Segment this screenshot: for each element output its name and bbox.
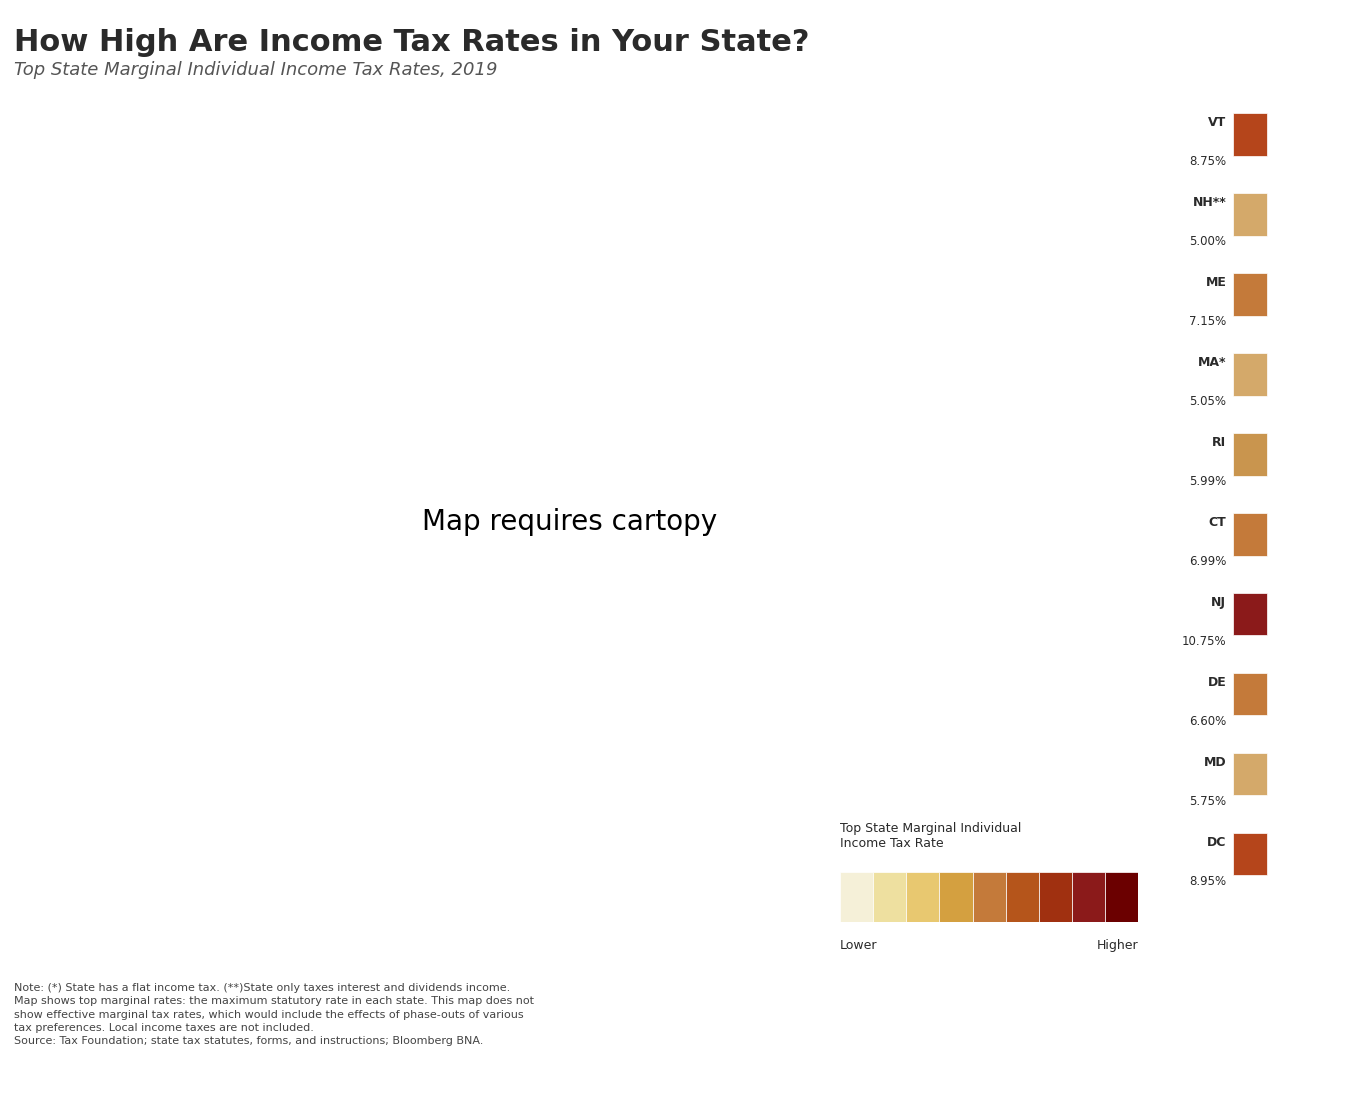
Text: Lower: Lower — [840, 939, 878, 952]
Text: Top State Marginal Individual
Income Tax Rate: Top State Marginal Individual Income Tax… — [840, 822, 1022, 850]
Bar — [1233, 673, 1267, 715]
Text: CT: CT — [1209, 516, 1226, 529]
Bar — [1233, 353, 1267, 396]
Bar — [1233, 113, 1267, 156]
Bar — [1072, 872, 1106, 922]
Bar — [1233, 513, 1267, 556]
Text: 10.75%: 10.75% — [1182, 634, 1226, 648]
Text: 6.99%: 6.99% — [1188, 554, 1226, 568]
Text: How High Are Income Tax Rates in Your State?: How High Are Income Tax Rates in Your St… — [14, 28, 809, 57]
Text: TAX FOUNDATION: TAX FOUNDATION — [14, 1071, 207, 1090]
Text: NJ: NJ — [1211, 595, 1226, 609]
Bar — [1039, 872, 1072, 922]
Text: @TaxFoundation: @TaxFoundation — [1161, 1071, 1341, 1090]
Text: DC: DC — [1207, 835, 1226, 849]
Text: NH**: NH** — [1192, 196, 1226, 209]
Text: RI: RI — [1213, 436, 1226, 449]
Text: MA*: MA* — [1198, 356, 1226, 369]
Text: Higher: Higher — [1096, 939, 1138, 952]
Bar — [973, 872, 1005, 922]
Bar — [873, 872, 906, 922]
Bar — [1233, 193, 1267, 236]
Bar — [1233, 273, 1267, 316]
Text: 5.05%: 5.05% — [1190, 394, 1226, 408]
Bar — [906, 872, 939, 922]
Bar — [1233, 753, 1267, 795]
Text: VT: VT — [1209, 116, 1226, 129]
Text: 5.75%: 5.75% — [1190, 794, 1226, 808]
Text: DE: DE — [1207, 675, 1226, 689]
Text: 8.75%: 8.75% — [1190, 154, 1226, 168]
Text: 6.60%: 6.60% — [1190, 714, 1226, 728]
Text: 8.95%: 8.95% — [1190, 874, 1226, 888]
Text: Top State Marginal Individual Income Tax Rates, 2019: Top State Marginal Individual Income Tax… — [14, 61, 497, 79]
Bar — [1005, 872, 1039, 922]
Text: 7.15%: 7.15% — [1190, 314, 1226, 328]
Bar — [939, 872, 973, 922]
Bar — [1233, 433, 1267, 476]
Text: MD: MD — [1203, 755, 1226, 769]
Text: 5.00%: 5.00% — [1190, 234, 1226, 248]
Bar — [1233, 833, 1267, 875]
Text: ME: ME — [1206, 276, 1226, 289]
Bar — [1106, 872, 1138, 922]
Bar — [1233, 593, 1267, 635]
Bar — [840, 872, 873, 922]
Text: Note: (*) State has a flat income tax. (**)State only taxes interest and dividen: Note: (*) State has a flat income tax. (… — [14, 983, 534, 1047]
Text: 5.99%: 5.99% — [1190, 474, 1226, 488]
Text: Map requires cartopy: Map requires cartopy — [421, 508, 717, 537]
